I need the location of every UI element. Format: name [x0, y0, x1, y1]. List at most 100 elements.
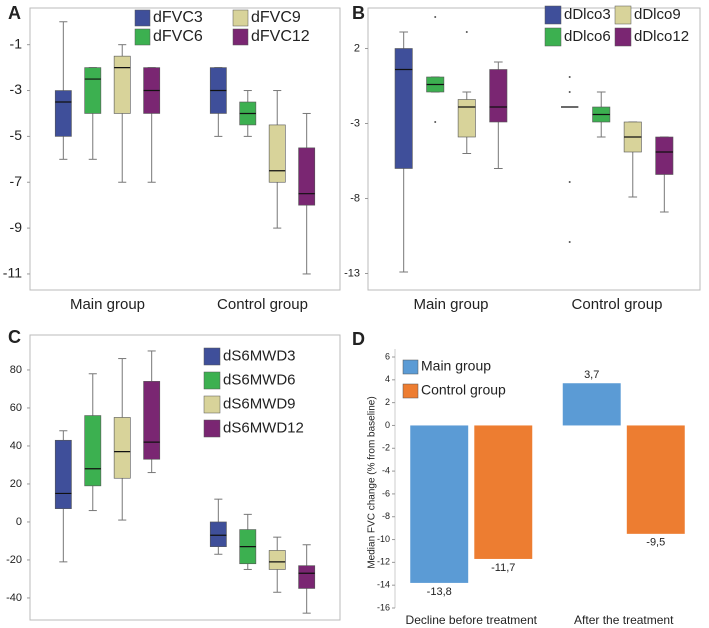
- box: [54, 90, 72, 137]
- y-tick-label: -11: [3, 265, 22, 281]
- panel-label: B: [352, 3, 365, 23]
- outlier: [434, 16, 437, 18]
- y-tick-label: 20: [10, 478, 22, 490]
- legend-swatch: [203, 419, 221, 438]
- box: [268, 550, 286, 570]
- legend-label: dFVC9: [251, 9, 301, 26]
- legend-label: dDlco6: [564, 28, 611, 45]
- y-tick-label: -2: [382, 443, 390, 453]
- legend-swatch: [203, 371, 221, 390]
- x-tick-label: Control group: [572, 296, 663, 313]
- outlier: [568, 76, 571, 78]
- y-tick-label: -8: [350, 192, 360, 204]
- y-tick-label: -9: [10, 219, 23, 235]
- box: [113, 417, 131, 479]
- outlier: [434, 121, 437, 123]
- y-tick-label: 0: [385, 420, 390, 430]
- legend-label: dDlco9: [634, 6, 681, 23]
- y-tick-label: -5: [10, 127, 23, 143]
- legend-swatch: [614, 5, 632, 25]
- legend-label: dS6MWD12: [223, 419, 304, 436]
- box: [394, 48, 413, 169]
- value-label: 3,7: [584, 369, 599, 381]
- box: [655, 136, 674, 175]
- panel-label: C: [8, 327, 21, 347]
- panel-label: A: [8, 3, 21, 23]
- x-tick-label: Main group: [70, 296, 145, 313]
- y-tick-label: 0: [16, 516, 22, 528]
- outlier: [568, 181, 571, 183]
- legend-swatch: [134, 9, 151, 27]
- y-tick-label: -16: [377, 602, 390, 612]
- legend-label: Control group: [421, 382, 506, 398]
- y-tick-label: -3: [350, 117, 360, 129]
- y-tick-label: -12: [377, 557, 390, 567]
- box: [143, 381, 161, 460]
- plot-frame: [29, 7, 341, 291]
- y-tick-label: 80: [10, 364, 22, 376]
- legend-swatch: [402, 359, 419, 375]
- legend-label: dFVC12: [251, 28, 310, 45]
- legend-swatch: [402, 383, 419, 399]
- box: [457, 99, 476, 138]
- y-tick-label: -40: [6, 592, 22, 604]
- box: [54, 439, 72, 509]
- legend-label: dFVC3: [153, 9, 203, 26]
- legend-swatch: [232, 9, 249, 27]
- bar: [562, 383, 621, 426]
- plot-frame: [29, 334, 341, 621]
- outlier: [465, 31, 468, 33]
- bar: [474, 425, 533, 559]
- legend-swatch: [544, 27, 562, 47]
- y-tick-label: -13: [344, 267, 360, 279]
- box: [298, 147, 316, 206]
- y-tick-label: 40: [10, 440, 22, 452]
- y-tick-label: 60: [10, 402, 22, 414]
- x-tick-label: After the treatment: [574, 613, 674, 627]
- legend-swatch: [134, 28, 151, 46]
- y-tick-label: -10: [377, 534, 390, 544]
- outlier: [568, 91, 571, 93]
- legend-swatch: [614, 27, 632, 47]
- y-tick-label: -6: [382, 488, 390, 498]
- box: [489, 69, 508, 123]
- x-tick-label: Control group: [217, 296, 308, 313]
- value-label: -11,7: [491, 562, 515, 574]
- y-tick-label: 2: [385, 397, 390, 407]
- y-tick-label: -8: [382, 511, 390, 521]
- box: [209, 521, 227, 547]
- legend-label: dDlco3: [564, 6, 611, 23]
- outlier: [568, 241, 571, 243]
- legend-swatch: [232, 28, 249, 46]
- legend-swatch: [544, 5, 562, 25]
- y-tick-label: 2: [354, 42, 360, 54]
- y-tick-label: 4: [385, 374, 390, 384]
- box: [113, 55, 131, 114]
- legend-label: dS6MWD3: [223, 347, 296, 364]
- y-tick-label: -3: [10, 81, 23, 97]
- box: [298, 565, 316, 589]
- box: [84, 415, 102, 487]
- y-tick-label: -14: [377, 580, 390, 590]
- y-tick-label: -4: [382, 465, 390, 475]
- y-tick-label: 6: [385, 351, 390, 361]
- legend-label: Main group: [421, 358, 491, 374]
- value-label: -13,8: [427, 586, 452, 598]
- y-tick-label: -20: [6, 554, 22, 566]
- box: [268, 124, 286, 183]
- bar: [410, 425, 469, 583]
- legend-label: dS6MWD9: [223, 395, 296, 412]
- value-label: -9,5: [646, 537, 665, 549]
- legend-swatch: [203, 347, 221, 366]
- bar: [626, 425, 685, 534]
- legend-label: dS6MWD6: [223, 371, 296, 388]
- x-tick-label: Main group: [413, 296, 488, 313]
- plot-frame: [367, 7, 701, 291]
- legend-label: dDlco12: [634, 28, 689, 45]
- box: [84, 67, 102, 114]
- y-tick-label: -7: [10, 173, 23, 189]
- x-tick-label: Decline before treatment: [406, 613, 538, 627]
- panel-label: D: [352, 329, 365, 349]
- legend-label: dFVC6: [153, 28, 203, 45]
